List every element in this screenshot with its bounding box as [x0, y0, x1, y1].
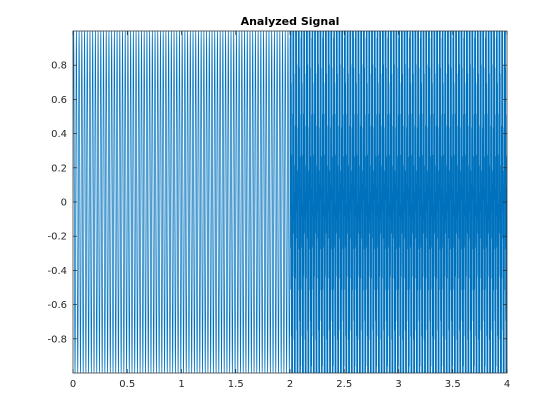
y-tick-label: -0.2: [47, 232, 67, 243]
y-tick-label: -0.4: [47, 266, 67, 277]
x-tick-label: 3.5: [445, 379, 461, 390]
x-axis: 0 0.5 1 1.5 2 2.5 3 3.5 4: [70, 31, 510, 390]
y-tick-label: 0: [61, 198, 67, 209]
x-tick-label: 1.5: [228, 379, 244, 390]
x-tick-label: 2.5: [336, 379, 352, 390]
x-tick-label: 3: [395, 379, 401, 390]
y-tick-label: 0.6: [51, 95, 67, 106]
signal-series-line: [73, 31, 507, 373]
x-tick-label: 1: [178, 379, 184, 390]
x-tick-label: 0: [70, 379, 76, 390]
y-tick-label: 0.2: [51, 163, 67, 174]
x-tick-label: 0.5: [119, 379, 135, 390]
y-tick-label: -0.8: [47, 334, 67, 345]
y-axis: -0.8 -0.6 -0.4 -0.2 0 0.2 0.4 0.6 0.8: [47, 61, 507, 345]
x-tick-label: 4: [504, 379, 510, 390]
x-tick-label: 2: [287, 379, 293, 390]
y-tick-label: 0.4: [51, 129, 67, 140]
chart-title: Analyzed Signal: [241, 15, 340, 28]
y-tick-label: -0.6: [47, 300, 67, 311]
y-tick-label: 0.8: [51, 61, 67, 72]
